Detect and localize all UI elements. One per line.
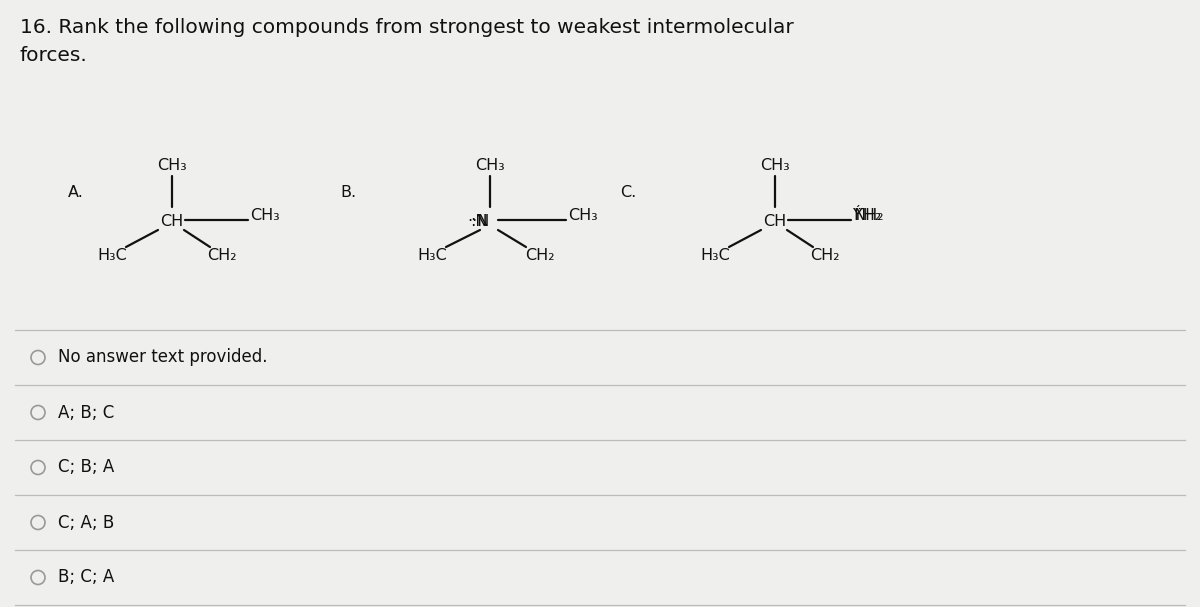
Text: CH₂: CH₂ xyxy=(208,248,236,262)
Text: C.: C. xyxy=(620,185,636,200)
Text: CH₂: CH₂ xyxy=(810,248,840,262)
Text: ··N: ··N xyxy=(468,214,490,229)
Text: CH₃: CH₃ xyxy=(157,157,187,172)
Text: CH: CH xyxy=(161,214,184,229)
Text: CH: CH xyxy=(763,214,787,229)
Text: CH₃: CH₃ xyxy=(475,157,505,172)
Text: ÝH₂: ÝH₂ xyxy=(853,208,881,223)
Text: H₃C: H₃C xyxy=(700,248,730,262)
Text: forces.: forces. xyxy=(20,46,88,65)
Text: H₃C: H₃C xyxy=(418,248,446,262)
Text: :N: :N xyxy=(470,214,488,229)
Text: C; B; A: C; B; A xyxy=(58,458,114,476)
Text: 16. Rank the following compounds from strongest to weakest intermolecular: 16. Rank the following compounds from st… xyxy=(20,18,793,37)
Text: B; C; A: B; C; A xyxy=(58,569,114,586)
Text: CH₂: CH₂ xyxy=(526,248,554,262)
Text: B.: B. xyxy=(340,185,356,200)
Text: No answer text provided.: No answer text provided. xyxy=(58,348,268,367)
Text: CH₃: CH₃ xyxy=(568,208,598,223)
Text: H₃C: H₃C xyxy=(97,248,127,262)
Text: A; B; C: A; B; C xyxy=(58,404,114,421)
Text: CH₃: CH₃ xyxy=(760,157,790,172)
Text: A.: A. xyxy=(68,185,84,200)
Text: N̈H₂: N̈H₂ xyxy=(853,208,883,223)
Text: CH₃: CH₃ xyxy=(250,208,280,223)
Text: C; A; B: C; A; B xyxy=(58,514,114,532)
